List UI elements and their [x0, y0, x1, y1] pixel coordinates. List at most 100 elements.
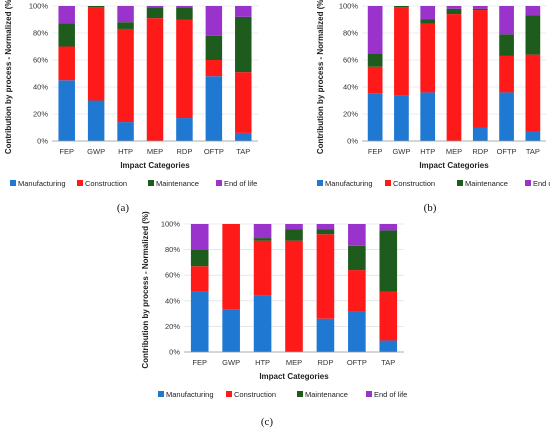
bar-segment-construction [58, 46, 75, 81]
x-axis-title: Impact Categories [419, 161, 489, 170]
bar-segment-end-of-life [235, 6, 252, 17]
bar-segment-end-of-life [446, 6, 462, 9]
x-axis-title: Impact Categories [120, 161, 190, 170]
bar-segment-end-of-life [117, 6, 134, 23]
bar-segment-manufacturing [117, 122, 134, 141]
legend-swatch [216, 180, 222, 186]
bar-segment-maintenance [190, 249, 209, 267]
bar-segment-maintenance [348, 245, 366, 271]
legend-label: Maintenance [156, 179, 199, 188]
bar-segment-end-of-life [285, 224, 303, 230]
y-axis-title: Contribution by process - Normalized (%) [141, 211, 150, 369]
chart-panel-c: 0% 20% 40% 60% 80% 100% FEP GWP HTP MEP RDP OFTP TAP… [141, 211, 407, 428]
bar-segment-construction [190, 266, 209, 292]
x-tick-label: HTP [118, 147, 133, 156]
bar-segment-manufacturing [176, 118, 193, 141]
y-tick-label: 20% [343, 110, 358, 119]
x-tick-label: HTP [420, 147, 435, 156]
bar-segment-maintenance [87, 6, 105, 8]
bar-segment-maintenance [420, 19, 436, 24]
legend-label: Maintenance [465, 179, 508, 188]
legend-label: End of life [533, 179, 550, 188]
panel-label: (a) [117, 202, 130, 214]
panel-label: (b) [424, 202, 437, 214]
legend-swatch [297, 391, 303, 397]
bar-segment-construction [253, 240, 272, 296]
bar-segment-end-of-life [190, 224, 209, 250]
bar-segment-construction [379, 291, 398, 341]
y-tick-label: 80% [165, 245, 180, 254]
bar-segment-maintenance [499, 34, 514, 56]
legend-swatch [317, 180, 323, 186]
legend-label: Manufacturing [166, 390, 214, 399]
x-tick-label: MEP [147, 147, 163, 156]
bar-segment-construction [87, 7, 105, 101]
x-tick-label: MEP [446, 147, 462, 156]
bar-segment-construction [420, 23, 436, 93]
y-tick-label: 60% [343, 56, 358, 65]
bar-segment-construction [235, 72, 252, 133]
y-tick-label: 60% [165, 271, 180, 280]
bar-segment-end-of-life [367, 6, 383, 54]
bar-segment-end-of-life [420, 6, 436, 20]
y-tick-label: 0% [169, 348, 180, 357]
bar-segment-construction [222, 224, 240, 310]
bar-segment-construction [146, 18, 164, 141]
bar-segment-manufacturing [190, 291, 209, 352]
x-tick-label: GWP [392, 147, 410, 156]
y-tick-label: 0% [347, 137, 358, 146]
bar-segment-maintenance [316, 229, 335, 235]
bar-segment-manufacturing [205, 76, 223, 141]
bar-segment-manufacturing [316, 318, 335, 352]
y-tick-label: 100% [339, 2, 359, 11]
x-tick-label: OFTP [347, 358, 367, 367]
bar-segment-manufacturing [348, 311, 366, 352]
bar-segment-maintenance [367, 53, 383, 67]
bar-segment-construction [117, 28, 134, 123]
bar-segment-maintenance [446, 8, 462, 15]
bar-segment-end-of-life [379, 224, 398, 231]
chart-panel-a: 0% 20% 40% 60% 80% 100% FEP GWP HTP MEP RDP OFTP TAP… [4, 0, 258, 214]
y-tick-label: 40% [165, 296, 180, 305]
bar-segment-maintenance [235, 16, 252, 73]
x-axis-title: Impact Categories [259, 372, 329, 381]
legend-swatch [366, 391, 372, 397]
bar-segment-manufacturing [525, 131, 541, 141]
x-tick-label: GWP [222, 358, 240, 367]
bar-segment-construction [525, 54, 541, 132]
x-tick-label: FEP [59, 147, 74, 156]
x-tick-label: RDP [177, 147, 193, 156]
bar-segment-maintenance [205, 35, 223, 60]
bar-segment-manufacturing [253, 295, 272, 352]
bar-segment-manufacturing [394, 95, 409, 141]
bar-segment-construction [472, 10, 488, 128]
bar-segment-maintenance [58, 23, 75, 47]
bar-segment-maintenance [394, 6, 409, 8]
bar-segment-maintenance [525, 15, 541, 55]
legend-label: Construction [393, 179, 435, 188]
bar-segment-end-of-life [472, 6, 488, 9]
y-tick-label: 20% [33, 110, 48, 119]
bar-segment-maintenance [285, 229, 303, 241]
legend-swatch [10, 180, 16, 186]
x-tick-label: RDP [472, 147, 488, 156]
x-tick-label: MEP [286, 358, 302, 367]
y-axis-title: Contribution by process - Normalized (%) [4, 0, 13, 154]
bar-segment-end-of-life [58, 6, 75, 24]
bar-segment-end-of-life [205, 6, 223, 36]
legend-swatch [385, 180, 391, 186]
y-tick-label: 100% [29, 2, 49, 11]
x-tick-label: FEP [192, 358, 207, 367]
bar-segment-manufacturing [87, 100, 105, 141]
bar-segment-manufacturing [367, 93, 383, 141]
x-tick-label: FEP [368, 147, 383, 156]
bar-segment-manufacturing [58, 80, 75, 141]
bar-segment-construction [499, 55, 514, 93]
bar-segment-construction [446, 14, 462, 142]
bar-segment-construction [367, 66, 383, 94]
legend-label: Construction [85, 179, 127, 188]
bar-segment-manufacturing [499, 92, 514, 141]
x-tick-label: TAP [381, 358, 395, 367]
bar-segment-construction [205, 60, 223, 77]
